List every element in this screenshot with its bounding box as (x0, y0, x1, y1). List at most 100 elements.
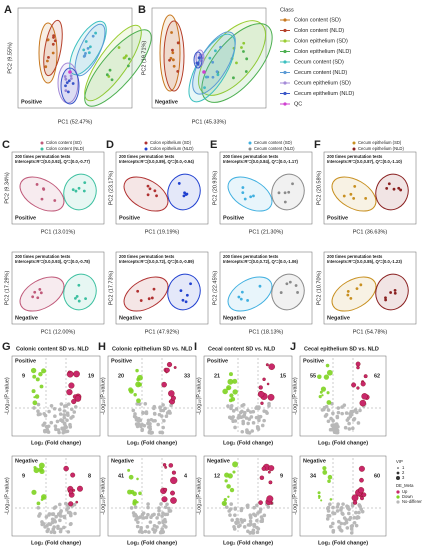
no-difference-point (129, 506, 134, 510)
plot-frame (17, 7, 133, 109)
sample-point (71, 188, 75, 192)
no-difference-point (356, 421, 361, 425)
confidence-ellipse (331, 176, 377, 212)
sample-point (38, 288, 42, 291)
permutation-title: 200 times permutation tests (327, 254, 383, 259)
sample-point (64, 89, 68, 92)
sample-point (208, 56, 212, 60)
no-difference-point (153, 418, 157, 423)
sample-point (74, 189, 78, 193)
down-point (326, 369, 333, 376)
sample-point (170, 31, 173, 34)
sample-point (243, 197, 247, 201)
no-difference-point (52, 530, 57, 535)
up-point (359, 399, 367, 407)
no-difference-point (244, 416, 249, 420)
y-axis-label: PC2 (20.93%) (212, 171, 218, 206)
sample-point (155, 194, 158, 198)
no-difference-point (336, 406, 341, 410)
sample-point (342, 194, 346, 198)
sample-point (182, 194, 186, 198)
down-point (227, 495, 230, 498)
sample-point (69, 74, 73, 78)
sample-point (359, 283, 363, 287)
up-point (70, 472, 76, 478)
confidence-ellipse (63, 273, 97, 311)
sample-point (147, 297, 151, 301)
up-point (168, 390, 175, 397)
down-point (136, 398, 141, 404)
y-axis-label: -Log₁₀(P-value) (196, 377, 202, 415)
no-difference-point (349, 531, 354, 535)
legend-title: Class (280, 7, 294, 13)
down-point (132, 501, 137, 506)
up-point (164, 465, 168, 469)
no-difference-point (55, 419, 60, 424)
no-difference-point (65, 418, 69, 423)
legend-swatch (283, 70, 287, 75)
y-axis-label: -Log₁₀(P-value) (4, 377, 10, 415)
no-difference-point (69, 416, 73, 420)
down-point (226, 385, 232, 391)
down-point (227, 378, 234, 385)
no-difference-point (235, 517, 240, 522)
sample-point (393, 291, 397, 295)
down-point (36, 501, 41, 506)
confidence-ellipse (19, 176, 65, 212)
no-difference-point (61, 430, 66, 435)
sample-point (241, 191, 245, 195)
no-difference-point (241, 402, 246, 407)
up-point (170, 497, 177, 504)
no-difference-point (328, 427, 333, 432)
plot-frame (11, 251, 105, 325)
no-difference-point (234, 521, 239, 526)
up-point (71, 398, 77, 405)
no-difference-point (335, 430, 340, 435)
no-difference-point (42, 421, 47, 426)
no-difference-point (131, 408, 136, 413)
sample-point (296, 291, 299, 294)
sample-point (64, 77, 68, 81)
mode-label: Negative (15, 315, 38, 321)
sample-point (294, 284, 298, 287)
no-difference-point (147, 530, 151, 534)
sample-point (71, 82, 75, 85)
sample-point (171, 48, 174, 52)
no-difference-point (62, 426, 67, 430)
no-difference-point (161, 403, 165, 407)
no-difference-point (136, 516, 140, 520)
legend-label: QC (294, 101, 302, 107)
sample-point (40, 197, 44, 201)
no-difference-point (134, 417, 139, 422)
no-difference-point (143, 529, 148, 534)
sample-point (393, 288, 397, 292)
no-difference-point (36, 402, 41, 407)
no-difference-point (160, 527, 164, 531)
no-difference-point (59, 418, 63, 422)
up-point (170, 476, 178, 485)
sample-point (63, 75, 67, 78)
no-difference-point (252, 512, 256, 517)
sample-point (171, 51, 175, 55)
no-difference-point (251, 531, 256, 535)
no-difference-point (242, 518, 247, 523)
no-difference-point (56, 524, 60, 529)
down-count: 55 (310, 373, 316, 379)
no-difference-point (341, 502, 345, 506)
no-difference-point (352, 520, 357, 525)
down-point (40, 498, 44, 501)
no-difference-point (326, 513, 330, 518)
up-point (267, 470, 271, 474)
x-axis-label: Log₂ (Fold change) (31, 540, 81, 546)
confidence-ellipse (43, 19, 63, 77)
sample-point (392, 187, 396, 191)
plot-frame (219, 151, 313, 225)
sample-point (47, 55, 50, 59)
no-difference-point (138, 418, 143, 423)
mode-label: Positive (15, 358, 36, 364)
legend-label: Cecum epithelium (NLD) (358, 146, 404, 151)
no-difference-point (229, 416, 233, 420)
sample-point (183, 191, 186, 195)
legend-label: 2 (402, 470, 405, 475)
no-difference-point (227, 509, 231, 513)
